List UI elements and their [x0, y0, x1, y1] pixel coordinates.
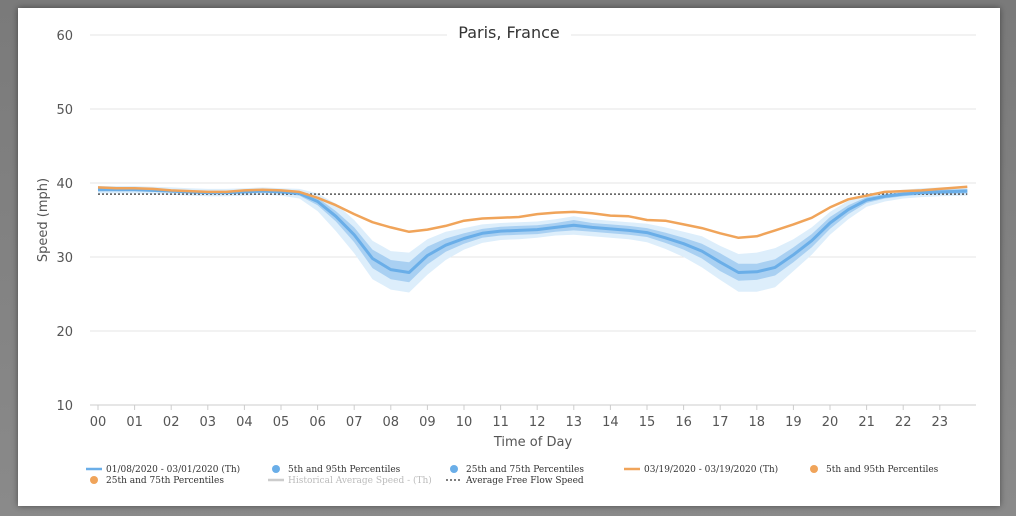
- chart-title: Paris, France: [458, 23, 559, 42]
- legend-symbol-dot: [450, 465, 458, 473]
- legend-label: 5th and 95th Percentiles: [288, 465, 401, 475]
- legend-label: 25th and 75th Percentiles: [466, 465, 584, 475]
- y-tick-label: 20: [56, 325, 73, 340]
- series-lines: [97, 185, 968, 274]
- x-tick-label: 09: [419, 415, 436, 430]
- x-tick-label: 17: [712, 415, 729, 430]
- x-tick-label: 06: [309, 415, 326, 430]
- x-tick-label: 03: [200, 415, 217, 430]
- x-axis-ticks: 00 01 02 03 04 05 06 07 08 09 10 11 12 13 14 15 16 17 18 19…: [90, 405, 948, 430]
- x-tick-label: 16: [675, 415, 692, 430]
- band-5-95-percentile: [98, 186, 968, 293]
- x-axis-title: Time of Day: [493, 435, 573, 450]
- series-line-historical: [98, 188, 968, 274]
- x-tick-label: 05: [273, 415, 290, 430]
- legend-label: 5th and 95th Percentiles: [826, 465, 939, 475]
- series-line-selected-day: [97, 185, 968, 240]
- legend-label: 25th and 75th Percentiles: [106, 476, 224, 486]
- x-tick-label: 23: [932, 415, 949, 430]
- legend-label: Historical Average Speed - (Th): [288, 475, 432, 486]
- y-tick-label: 40: [56, 177, 73, 192]
- y-tick-label: 10: [56, 399, 73, 414]
- x-tick-label: 10: [456, 415, 473, 430]
- legend-symbol-dot: [90, 476, 98, 484]
- x-tick-label: 20: [822, 415, 839, 430]
- x-tick-label: 01: [126, 415, 143, 430]
- x-tick-label: 04: [236, 415, 253, 430]
- legend-symbol-dot: [272, 465, 280, 473]
- y-tick-label: 30: [56, 251, 73, 266]
- x-tick-label: 14: [602, 415, 619, 430]
- x-tick-label: 15: [639, 415, 656, 430]
- legend: 01/08/2020 - 03/01/2020 (Th) 5th and 95th…: [86, 464, 939, 486]
- x-tick-label: 11: [492, 415, 509, 430]
- legend-label: 03/19/2020 - 03/19/2020 (Th): [644, 464, 778, 475]
- x-tick-label: 13: [566, 415, 583, 430]
- x-tick-label: 21: [858, 415, 875, 430]
- percentile-bands: [98, 186, 968, 293]
- legend-symbol-dot: [810, 465, 818, 473]
- y-axis-ticks: 10 20 30 40 50 60: [56, 29, 73, 414]
- x-tick-label: 02: [163, 415, 180, 430]
- y-axis-title: Speed (mph): [36, 178, 51, 262]
- grid-lines: [90, 34, 976, 406]
- legend-label: Average Free Flow Speed: [465, 476, 584, 486]
- x-tick-label: 12: [529, 415, 546, 430]
- x-tick-label: 18: [749, 415, 766, 430]
- legend-label: 01/08/2020 - 03/01/2020 (Th): [106, 464, 240, 475]
- x-tick-label: 08: [383, 415, 400, 430]
- x-tick-label: 00: [90, 415, 107, 430]
- x-tick-label: 19: [785, 415, 802, 430]
- y-tick-label: 60: [56, 29, 73, 44]
- x-tick-label: 07: [346, 415, 363, 430]
- title-background: [447, 19, 571, 45]
- x-tick-label: 22: [895, 415, 912, 430]
- y-tick-label: 50: [56, 103, 73, 118]
